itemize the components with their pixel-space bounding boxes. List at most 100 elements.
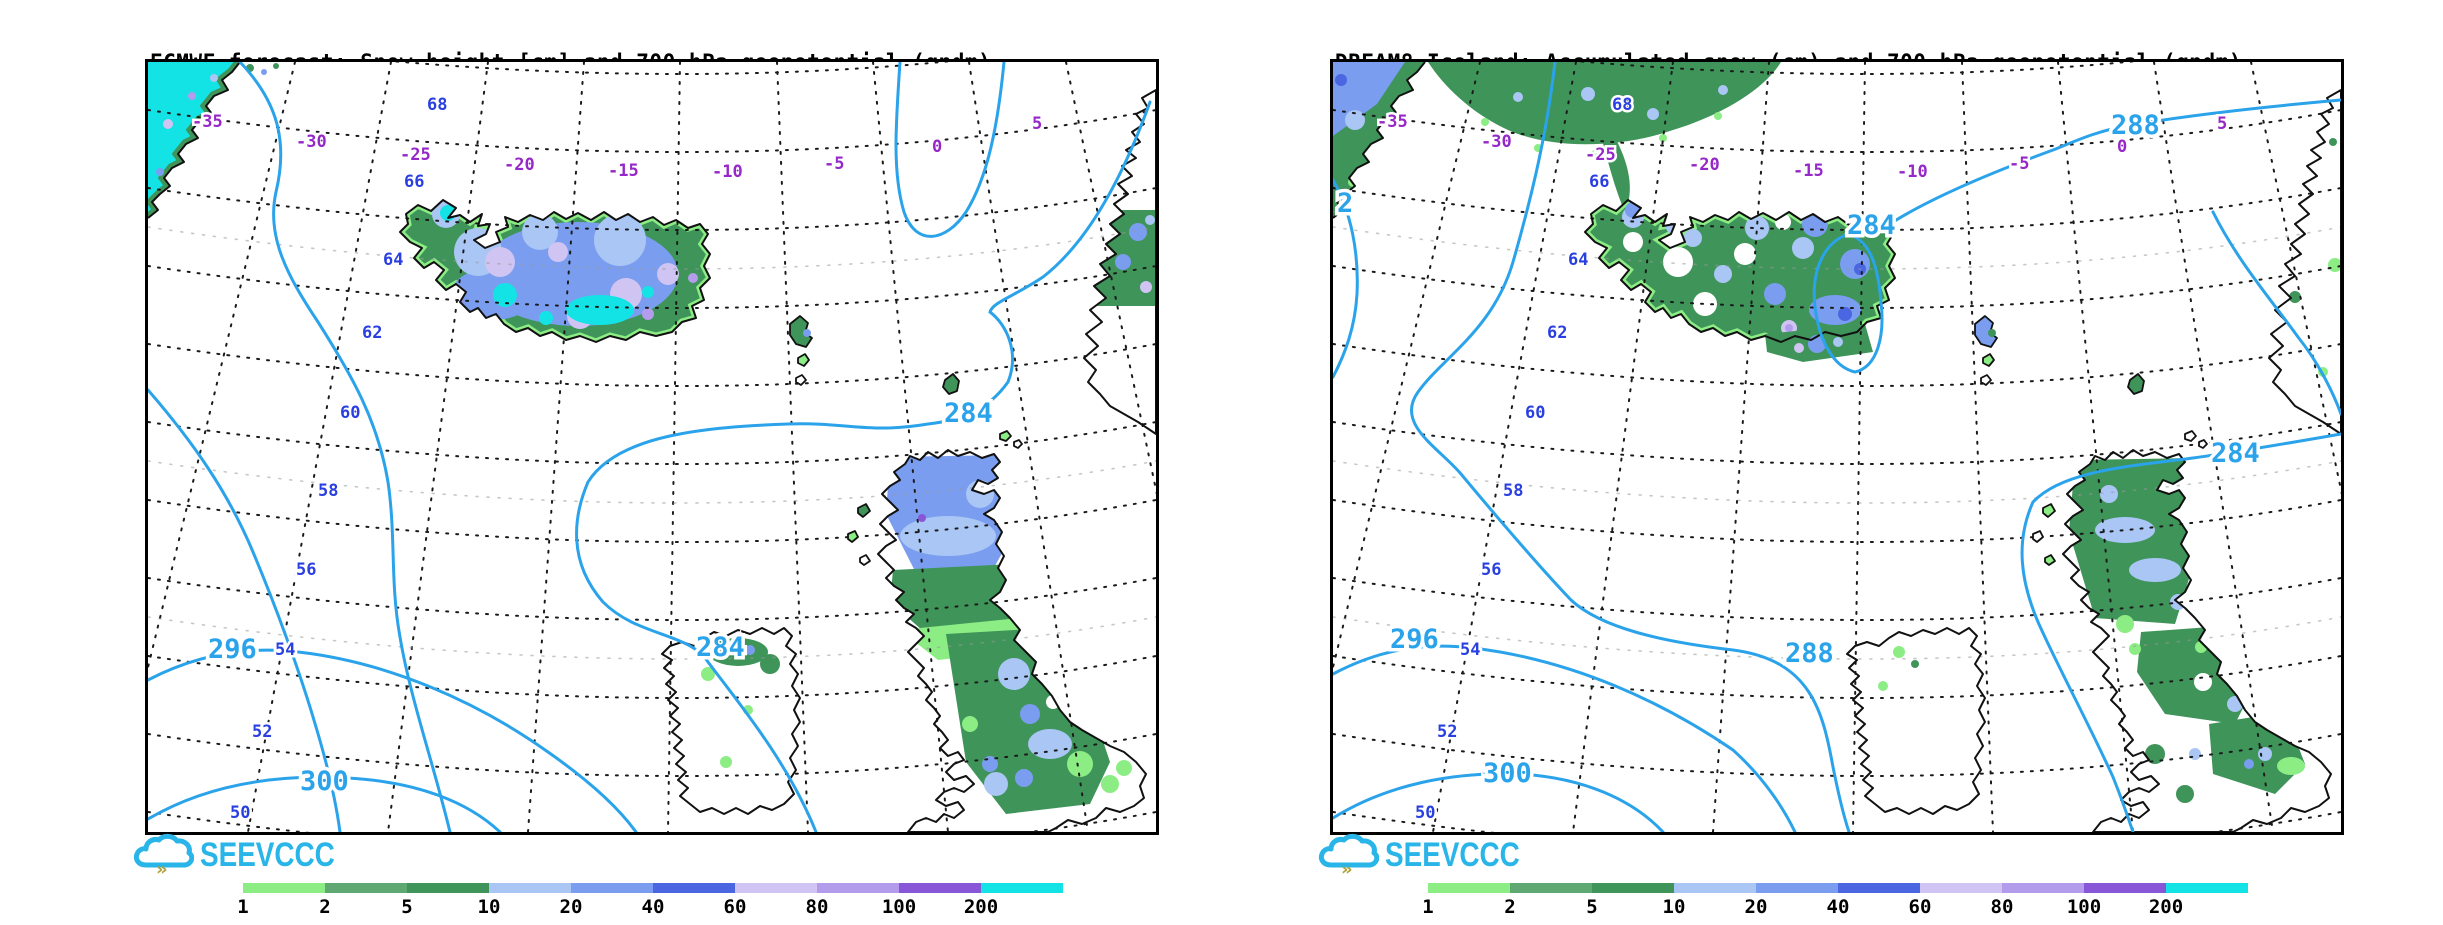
contour-label: 296 [208, 634, 257, 665]
legend-segment [571, 883, 653, 893]
longitude-label: -10 [1897, 162, 1928, 182]
logo-text: SEEVCCC [200, 835, 335, 874]
longitude-label: 5 [2217, 114, 2227, 134]
legend-value: 1 [1422, 896, 1434, 918]
longitude-label: -5 [824, 154, 844, 174]
legend-value: 20 [559, 896, 583, 918]
legend-segment [981, 883, 1063, 893]
snow-layer-greenland [148, 62, 240, 218]
legend-value: 40 [1826, 896, 1850, 918]
contour-label: 284 [1847, 210, 1896, 241]
legend-segment [325, 883, 407, 893]
ecmwf-map-frame: 68 66 64 62 60 58 56 54 52 50 -35 -30 -25 -20 -15 -10 -5… [145, 59, 1159, 835]
latitude-label: 66 [404, 172, 424, 192]
contour-label: 284 [944, 398, 993, 429]
latitude-label: 58 [1503, 481, 1523, 501]
legend-segment [2166, 883, 2248, 893]
svg-text:»: » [156, 859, 168, 877]
latitude-label: 62 [1547, 323, 1567, 343]
latitude-label: 58 [318, 481, 338, 501]
cloud-logo-icon: » [1318, 833, 1379, 877]
snow-layer-ireland [701, 638, 780, 768]
latitude-label: 52 [252, 722, 272, 742]
longitude-label: -35 [1377, 112, 1408, 132]
snow-blob-iceland-south [1765, 324, 1873, 362]
latitude-label: 64 [1568, 250, 1588, 270]
longitude-label: -15 [1793, 161, 1824, 181]
legend-segment [1756, 883, 1838, 893]
legend-value: 60 [1908, 896, 1932, 918]
contour-label: 300 [300, 766, 349, 797]
legend-value: 200 [963, 896, 999, 918]
snow-scale-legend: 1 2 5 10 20 40 60 80 100 200 [237, 883, 1143, 918]
latitude-label: 54 [1460, 640, 1480, 660]
legend-segment [899, 883, 981, 893]
longitude-label: -5 [2009, 154, 2029, 174]
legend-segment [653, 883, 735, 893]
legend-value: 1 [237, 896, 249, 918]
svg-text:»: » [1341, 859, 1353, 877]
geopotential-contours [1333, 62, 2341, 832]
legend-segment [1674, 883, 1756, 893]
contour-label: 284 [2211, 438, 2260, 469]
longitude-label: -30 [1481, 132, 1512, 152]
legend-value: 2 [319, 896, 331, 918]
latitude-label: 68 [427, 95, 447, 115]
orkney-islands [2184, 430, 2197, 442]
latitude-label: 52 [1437, 722, 1457, 742]
snow-scale-legend: 1 2 5 10 20 40 60 80 100 200 [1422, 883, 2328, 918]
shetland-islands [942, 373, 960, 395]
geopotential-contours [148, 62, 1152, 832]
hebrides [857, 503, 871, 518]
longitude-label: -20 [1689, 155, 1720, 175]
latitude-label: 66 [1589, 172, 1609, 192]
snow-layer-ireland [1878, 646, 1919, 691]
orkney-islands [999, 430, 1012, 442]
legend-value: 20 [1744, 896, 1768, 918]
contour-label: 296 [1390, 624, 1439, 655]
legend-segment [2002, 883, 2084, 893]
latitude-label: 60 [1525, 403, 1545, 423]
longitude-label: -10 [712, 162, 743, 182]
hebrides [2042, 503, 2056, 518]
latitude-label: 54 [275, 640, 295, 660]
longitude-label: -25 [1585, 145, 1616, 165]
latitude-label: 50 [230, 803, 250, 823]
logo-text: SEEVCCC [1385, 835, 1520, 874]
latitude-label: 64 [383, 250, 403, 270]
snow-layer-iceland [400, 200, 710, 342]
cloud-logo-icon: » [133, 833, 194, 877]
legend-segment [1838, 883, 1920, 893]
dream8-map-frame: 68 66 64 62 60 58 56 54 52 50 -35 -30 -25 -20 -15 -10 -5… [1330, 59, 2344, 835]
latitude-label: 56 [1481, 560, 1501, 580]
longitude-label: -20 [504, 155, 535, 175]
longitude-label: 0 [932, 137, 942, 157]
legend-segment [817, 883, 899, 893]
seevccc-logo: » SEEVCCC [1317, 833, 1549, 877]
legend-segment [489, 883, 571, 893]
seevccc-logo: » SEEVCCC [132, 833, 364, 877]
latitude-label: 60 [340, 403, 360, 423]
legend-value: 80 [805, 896, 829, 918]
longitude-label: -15 [608, 161, 639, 181]
legend-segment [1510, 883, 1592, 893]
contour-label: 284 [696, 632, 745, 663]
legend-segment [1428, 883, 1510, 893]
legend-value: 5 [401, 896, 413, 918]
legend-segment [243, 883, 325, 893]
longitude-label: 0 [2117, 137, 2127, 157]
longitude-label: -30 [296, 132, 327, 152]
longitude-label: 5 [1032, 114, 1042, 134]
contour-label: 300 [1483, 758, 1532, 789]
legend-value: 80 [1990, 896, 2014, 918]
longitude-label: -25 [400, 145, 431, 165]
latitude-label: 62 [362, 323, 382, 343]
legend-segment [1592, 883, 1674, 893]
legend-segment [407, 883, 489, 893]
shetland-islands [2127, 373, 2145, 395]
